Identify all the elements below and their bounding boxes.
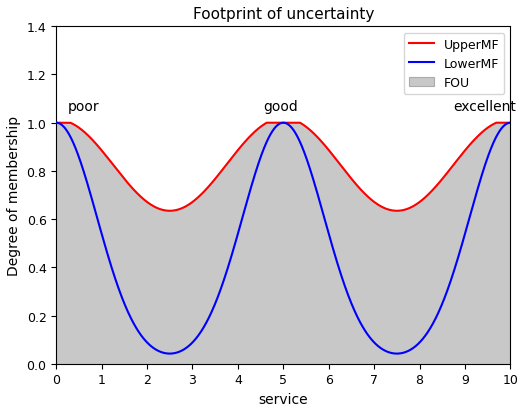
Y-axis label: Degree of membership: Degree of membership bbox=[7, 116, 21, 275]
Text: excellent: excellent bbox=[454, 100, 516, 114]
Title: Footprint of uncertainty: Footprint of uncertainty bbox=[193, 7, 374, 22]
Text: good: good bbox=[263, 100, 298, 114]
X-axis label: service: service bbox=[259, 392, 308, 406]
Text: poor: poor bbox=[68, 100, 99, 114]
Legend: UpperMF, LowerMF, FOU: UpperMF, LowerMF, FOU bbox=[404, 33, 504, 95]
